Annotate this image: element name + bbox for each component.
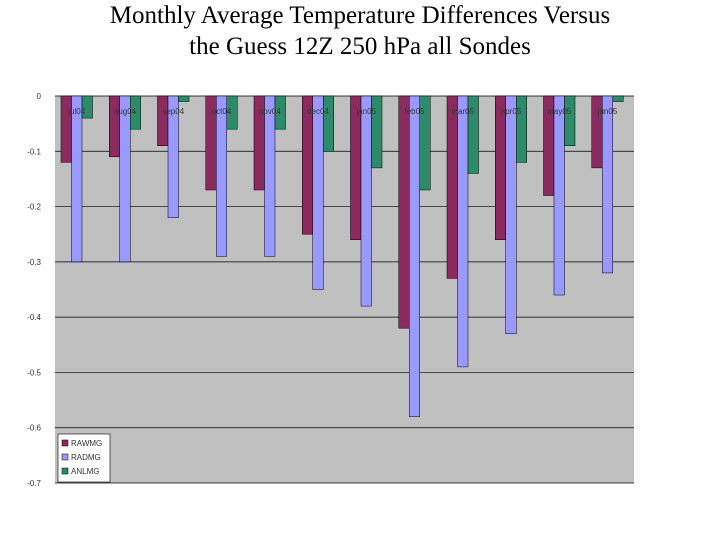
bar-radmg <box>602 95 613 274</box>
y-tick-label: -0.5 <box>27 368 41 377</box>
bar-anlmg <box>564 95 576 147</box>
chart-title-line-2: the Guess 12Z 250 hPa all Sondes <box>189 33 531 60</box>
legend-label: RADMG <box>71 453 101 462</box>
y-axis: 0 -0.1 -0.2 -0.3 -0.4 -0.5 -0.6 -0.7 <box>27 92 41 488</box>
legend: RAWMG RADMG ANLMG <box>57 433 111 483</box>
y-tick-label: -0.4 <box>27 313 41 322</box>
bar-rawmg <box>350 95 362 240</box>
plot-area <box>55 96 634 483</box>
bar-rawmg <box>157 95 169 147</box>
bar-radmg <box>167 95 179 218</box>
y-tick-label: -0.1 <box>27 147 41 156</box>
bar-rawmg <box>60 95 72 163</box>
bar-rawmg <box>446 95 458 279</box>
category-label: aug04 <box>114 107 137 116</box>
bars <box>60 95 624 417</box>
bar-radmg <box>409 95 420 417</box>
legend-swatch <box>61 467 69 475</box>
legend-swatch <box>61 439 69 447</box>
bar-anlmg <box>81 95 93 119</box>
bar-radmg <box>119 95 131 263</box>
category-label: oct04 <box>212 107 232 116</box>
bar-anlmg <box>130 95 141 130</box>
category-label: mar05 <box>451 107 474 116</box>
chart-title: Monthly Average Temperature Differences … <box>0 0 720 62</box>
y-tick-label: 0 <box>37 92 42 101</box>
y-tick-label: -0.6 <box>27 424 41 433</box>
bar-radmg <box>457 95 469 368</box>
gridlines <box>55 95 634 484</box>
bar-anlmg <box>467 95 479 174</box>
y-tick-label: -0.7 <box>27 479 41 488</box>
chart-title-line-1: Monthly Average Temperature Differences … <box>109 2 611 29</box>
bar-radmg <box>360 95 372 307</box>
bar-radmg <box>505 95 517 334</box>
category-label: nov04 <box>259 107 281 116</box>
category-label: may05 <box>547 107 572 116</box>
bar-radmg <box>71 95 83 263</box>
bar-rawmg <box>302 95 313 235</box>
legend-label: RAWMG <box>71 439 102 448</box>
bar-anlmg <box>274 95 286 130</box>
bar-anlmg <box>419 95 431 191</box>
bar-rawmg <box>109 95 120 158</box>
category-label: feb05 <box>404 107 425 116</box>
bar-anlmg <box>516 95 527 163</box>
y-tick-label: -0.2 <box>27 203 41 212</box>
bar-radmg <box>553 95 565 296</box>
category-label: jul04 <box>67 107 85 116</box>
legend-label: ANLMG <box>71 467 99 476</box>
bar-radmg <box>264 95 276 257</box>
category-label: apr05 <box>501 107 522 116</box>
bar-radmg <box>312 95 324 290</box>
y-tick-label: -0.3 <box>27 258 41 267</box>
bar-anlmg <box>612 95 624 102</box>
bar-radmg <box>216 95 227 257</box>
bar-anlmg <box>323 95 334 152</box>
category-label: jun05 <box>597 107 618 116</box>
category-label: jan05 <box>355 107 376 116</box>
bar-anlmg <box>226 95 238 130</box>
bar-rawmg <box>495 95 506 240</box>
bar-rawmg <box>398 95 410 329</box>
bar-anlmg <box>178 95 190 102</box>
category-labels: jul04 aug04 sep04 oct04 nov04 dec04 jan05 feb05… <box>67 107 618 116</box>
bar-anlmg <box>371 95 383 169</box>
category-label: sep04 <box>162 107 184 116</box>
legend-swatch <box>61 453 69 461</box>
category-label: dec04 <box>307 107 329 116</box>
